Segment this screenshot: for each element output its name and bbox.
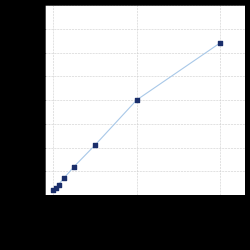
X-axis label: Human ENTPD7
Concentration (ng/ml): Human ENTPD7 Concentration (ng/ml) (114, 209, 176, 220)
Point (54, 186, 58, 190)
Point (93, 143, 97, 147)
Point (218, 41, 222, 45)
Point (72, 164, 76, 168)
Y-axis label: OD: OD (22, 96, 27, 104)
Point (51, 188, 55, 192)
Point (135, 98, 139, 102)
Point (62, 176, 66, 180)
Point (56, 182, 60, 186)
